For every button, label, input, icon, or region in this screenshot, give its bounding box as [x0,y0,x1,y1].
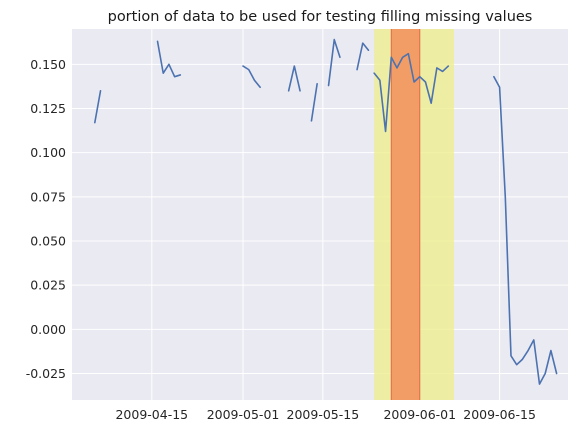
highlight-span-inner [391,29,420,400]
plot-background [72,29,568,400]
y-axis-ticks: -0.025 0.000 0.025 0.050 0.075 0.100 0.125 0.15… [26,57,66,381]
series-line-segment [356,42,370,71]
series-line-segment [242,65,261,89]
x-tick-label: 2009-06-15 [463,407,536,422]
series-line-segment [287,65,301,92]
y-tick-label: -0.025 [26,366,66,381]
y-tick-label: 0.150 [30,57,66,72]
series-line-segment [493,75,558,385]
chart-title: portion of data to be used for testing f… [108,9,533,25]
y-tick-label: 0.050 [30,234,66,249]
x-tick-label: 2009-05-01 [207,407,280,422]
series-line-segment [310,82,318,122]
y-tick-label: 0.025 [30,278,66,293]
x-tick-label: 2009-06-01 [383,407,456,422]
y-tick-label: 0.000 [30,322,66,337]
y-tick-label: 0.125 [30,101,66,116]
y-tick-label: 0.075 [30,189,66,204]
x-tick-label: 2009-04-15 [115,407,188,422]
series-line-segment [327,38,341,87]
y-tick-label: 0.100 [30,145,66,160]
series-line-segment [373,52,450,133]
x-axis-ticks: 2009-04-15 2009-05-01 2009-05-15 2009-06-01… [115,407,535,422]
series-line-segment [94,90,102,124]
x-tick-label: 2009-05-15 [287,407,360,422]
highlight-spans [374,29,454,400]
series-line-segment [156,40,182,78]
data-series [94,38,558,385]
